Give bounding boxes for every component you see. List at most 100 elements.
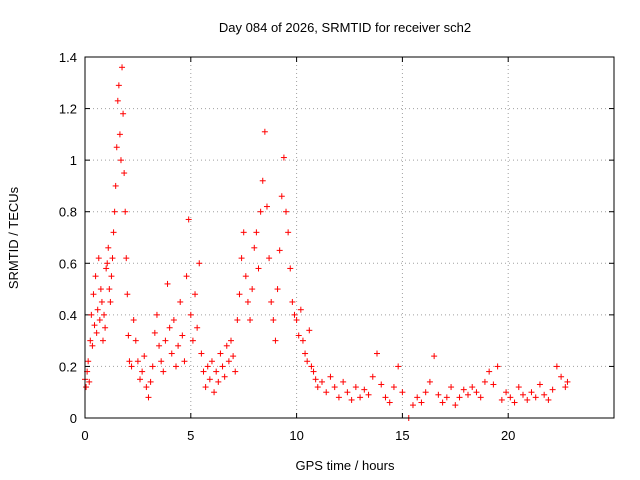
data-point bbox=[399, 389, 406, 396]
data-point bbox=[283, 208, 290, 215]
data-point bbox=[562, 384, 569, 391]
data-point bbox=[382, 394, 389, 401]
data-point bbox=[134, 358, 141, 365]
x-tick-label: 20 bbox=[501, 428, 515, 443]
data-point bbox=[251, 244, 258, 251]
data-point bbox=[331, 384, 338, 391]
data-point bbox=[232, 368, 239, 375]
data-point bbox=[545, 396, 552, 403]
data-point bbox=[340, 378, 347, 385]
data-point bbox=[175, 342, 182, 349]
data-point bbox=[261, 128, 268, 135]
data-point bbox=[263, 203, 270, 210]
data-point bbox=[323, 389, 330, 396]
data-point bbox=[196, 260, 203, 267]
data-point bbox=[297, 306, 304, 313]
data-point bbox=[280, 154, 287, 161]
data-point bbox=[106, 286, 113, 293]
y-tick-label: 0.4 bbox=[59, 308, 77, 323]
data-point bbox=[172, 363, 179, 370]
data-point bbox=[365, 391, 372, 398]
data-point bbox=[87, 337, 94, 344]
y-tick-label: 0.6 bbox=[59, 256, 77, 271]
data-point bbox=[253, 229, 260, 236]
x-tick-label: 5 bbox=[187, 428, 194, 443]
data-point bbox=[230, 353, 237, 360]
data-point bbox=[164, 280, 171, 287]
data-point bbox=[104, 260, 111, 267]
data-point bbox=[515, 384, 522, 391]
data-point bbox=[278, 193, 285, 200]
data-point bbox=[211, 389, 218, 396]
data-point bbox=[302, 350, 309, 357]
data-point bbox=[183, 273, 190, 280]
data-point bbox=[105, 244, 112, 251]
data-point bbox=[507, 394, 514, 401]
data-point bbox=[121, 170, 128, 177]
data-point bbox=[238, 255, 245, 262]
data-point bbox=[141, 353, 148, 360]
y-tick-label: 1.4 bbox=[59, 50, 77, 65]
data-point bbox=[390, 384, 397, 391]
data-point bbox=[102, 324, 109, 331]
data-point bbox=[189, 337, 196, 344]
axis-layer: 0 5 10 15 20 0 0.2 0.4 0.6 0.8 1 1.2 1.4 bbox=[59, 50, 614, 443]
data-point bbox=[168, 350, 175, 357]
data-point bbox=[145, 394, 152, 401]
data-point bbox=[194, 324, 201, 331]
data-point bbox=[374, 350, 381, 357]
data-point bbox=[97, 286, 104, 293]
data-point bbox=[558, 373, 565, 380]
data-point bbox=[107, 298, 114, 305]
data-point bbox=[116, 131, 123, 138]
y-tick-label: 1.2 bbox=[59, 102, 77, 117]
y-tick-label: 0.2 bbox=[59, 359, 77, 374]
data-point bbox=[274, 286, 281, 293]
data-point bbox=[120, 110, 127, 117]
data-point bbox=[335, 394, 342, 401]
data-point bbox=[308, 363, 315, 370]
data-point bbox=[378, 381, 385, 388]
data-point bbox=[103, 265, 110, 272]
data-point bbox=[108, 273, 115, 280]
data-point bbox=[369, 373, 376, 380]
data-point bbox=[89, 342, 96, 349]
data-point bbox=[117, 157, 124, 164]
y-axis-label: SRMTID / TECUs bbox=[6, 186, 21, 289]
data-point bbox=[147, 378, 154, 385]
data-point bbox=[564, 378, 571, 385]
data-point bbox=[213, 368, 220, 375]
data-point bbox=[215, 378, 222, 385]
data-point bbox=[132, 337, 139, 344]
data-points bbox=[82, 64, 571, 421]
data-point bbox=[158, 358, 165, 365]
data-point bbox=[200, 368, 207, 375]
data-point bbox=[549, 386, 556, 393]
data-point bbox=[460, 386, 467, 393]
data-point bbox=[418, 399, 425, 406]
data-point bbox=[295, 332, 302, 339]
data-point bbox=[202, 384, 209, 391]
data-point bbox=[85, 358, 92, 365]
data-point bbox=[511, 399, 518, 406]
data-point bbox=[494, 363, 501, 370]
data-point bbox=[166, 324, 173, 331]
data-point bbox=[170, 317, 177, 324]
data-point bbox=[443, 394, 450, 401]
data-point bbox=[456, 394, 463, 401]
data-point bbox=[327, 373, 334, 380]
data-point bbox=[318, 378, 325, 385]
data-point bbox=[234, 317, 241, 324]
data-point bbox=[130, 317, 137, 324]
data-point bbox=[344, 389, 351, 396]
data-point bbox=[160, 368, 167, 375]
data-point bbox=[532, 394, 539, 401]
data-point bbox=[464, 391, 471, 398]
data-point bbox=[83, 384, 90, 391]
data-point bbox=[414, 394, 421, 401]
data-point bbox=[287, 265, 294, 272]
data-point bbox=[293, 317, 300, 324]
data-point bbox=[536, 381, 543, 388]
data-point bbox=[240, 229, 247, 236]
data-point bbox=[259, 177, 266, 184]
